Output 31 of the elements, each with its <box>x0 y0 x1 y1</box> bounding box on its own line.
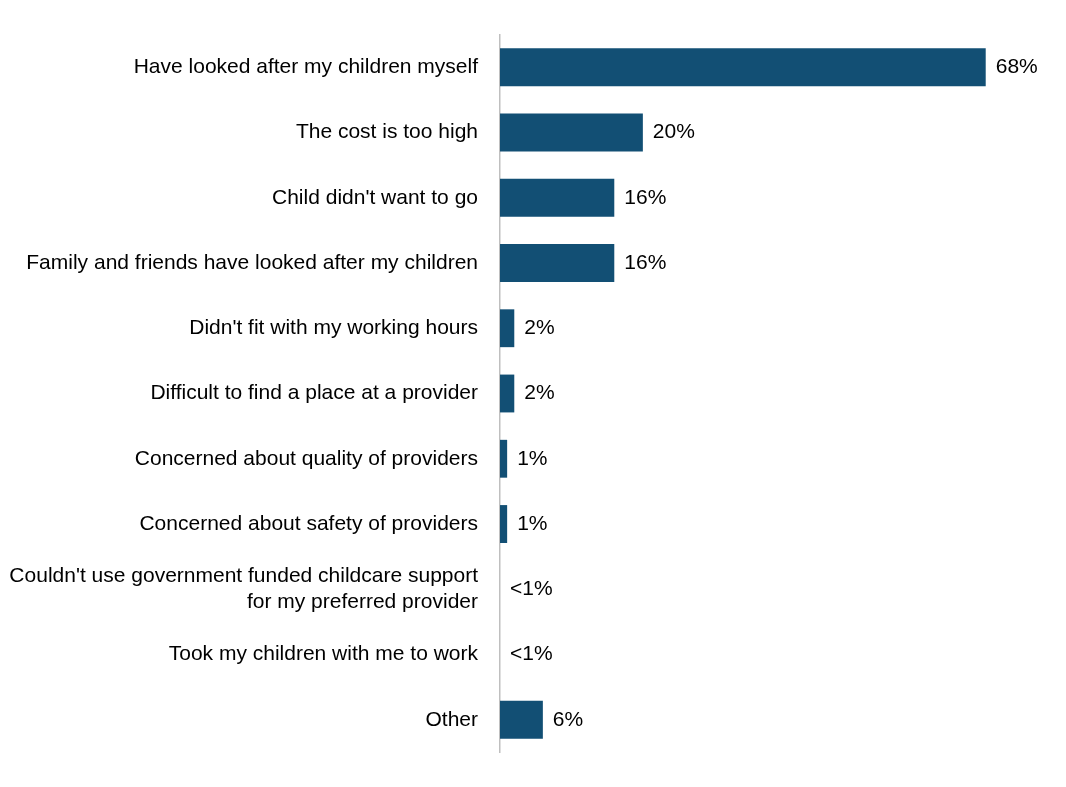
data-label: <1% <box>510 641 553 665</box>
y-tick-label: Concerned about quality of providers <box>134 445 478 469</box>
y-tick-label: Took my children with me to work <box>168 641 479 665</box>
bar <box>500 700 543 739</box>
data-label: 2% <box>524 315 555 339</box>
y-tick-label: Child didn't want to go <box>272 184 478 208</box>
data-label: 6% <box>552 706 584 730</box>
y-tick-label: Concerned about safety of providers <box>139 510 478 534</box>
data-label: 1% <box>517 445 548 469</box>
bar <box>500 439 508 478</box>
y-tick-label: Difficult to find a place at a provider <box>150 380 478 404</box>
bar <box>500 309 515 348</box>
y-tick-label: Didn't fit with my working hours <box>189 315 478 339</box>
data-label: 16% <box>624 249 667 273</box>
y-tick-label: Other <box>425 706 478 730</box>
y-tick-label: The cost is too high <box>295 119 478 143</box>
data-label: 2% <box>524 380 555 404</box>
data-label: 68% <box>995 54 1038 78</box>
data-label: 16% <box>624 184 667 208</box>
data-label: <1% <box>510 576 553 600</box>
data-label: 20% <box>652 119 695 143</box>
bar <box>500 505 508 543</box>
bar <box>500 48 986 87</box>
bar <box>500 178 615 217</box>
bar <box>500 374 515 413</box>
bar <box>500 244 615 282</box>
y-tick-label: Couldn't use government funded childcare support for my preferred provider <box>9 563 479 612</box>
y-tick-label: Family and friends have looked after my children <box>26 249 478 273</box>
data-label: 1% <box>517 510 548 534</box>
y-tick-label: Have looked after my children myself <box>133 54 479 78</box>
bar <box>500 113 643 152</box>
